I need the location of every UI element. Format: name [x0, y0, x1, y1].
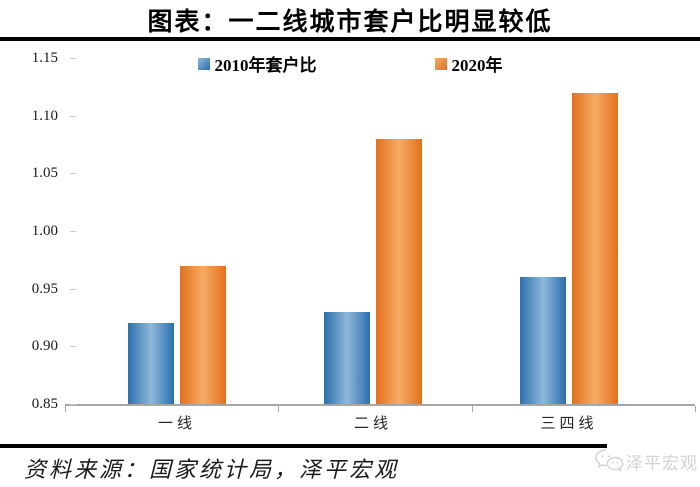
x-category-label: 一线 [157, 416, 196, 432]
y-tick-mark [70, 58, 76, 59]
legend-label-2010: 2010年套户比 [214, 56, 317, 75]
watermark-label: 泽平宏观 [626, 453, 698, 473]
x-axis-tick [695, 406, 696, 412]
y-tick-mark [70, 115, 76, 117]
legend-item-2020: 2020年 [434, 51, 503, 76]
legend-label-2020: 2020年 [451, 56, 503, 75]
bar-2010 [324, 311, 370, 404]
x-axis-tick [65, 406, 66, 412]
y-tick-label: 1.10 [31, 107, 58, 124]
bar-2010 [520, 277, 566, 404]
y-tick-label: 1.00 [31, 223, 58, 239]
bar-2020 [572, 92, 618, 404]
watermark: 泽平宏观 [594, 448, 698, 474]
bar-2020 [376, 138, 422, 404]
chart-title: 图表：一二线城市套户比明显较低 [147, 9, 553, 36]
bar-2010 [128, 323, 174, 404]
y-tick-label: 0.95 [31, 280, 58, 297]
x-category-label: 三四线 [540, 416, 598, 432]
wechat-icon [595, 449, 624, 472]
source-note: 资料来源：国家统计局，泽平宏观 [24, 457, 400, 482]
plot-area [65, 58, 696, 412]
y-tick-mark [70, 346, 76, 348]
y-tick-label: 1.15 [31, 50, 58, 66]
y-tick-label: 0.90 [31, 338, 58, 355]
legend-item-2010: 2010年套户比 [197, 51, 317, 76]
y-tick-mark [70, 231, 76, 232]
x-category-label: 二线 [353, 416, 392, 432]
x-axis-tick [472, 406, 473, 412]
y-tick-mark [70, 404, 76, 405]
bar-2020 [180, 265, 226, 404]
footer-divider [0, 444, 607, 448]
y-tick-label: 1.05 [31, 165, 58, 182]
legend: 2010年套户比 2020年 [0, 51, 700, 76]
y-tick-mark [70, 288, 76, 290]
title-divider [0, 37, 700, 41]
y-tick-label: 0.85 [31, 396, 58, 412]
legend-swatch-2010 [197, 57, 210, 70]
y-tick-mark [70, 173, 76, 175]
legend-swatch-2020 [434, 57, 447, 70]
x-axis-tick [278, 406, 279, 412]
